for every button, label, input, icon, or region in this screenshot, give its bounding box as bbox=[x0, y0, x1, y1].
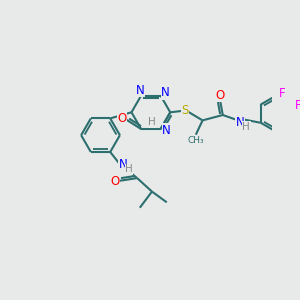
Text: F: F bbox=[295, 99, 300, 112]
Text: H: H bbox=[148, 117, 156, 128]
Text: N: N bbox=[118, 158, 127, 171]
Text: CH₃: CH₃ bbox=[188, 136, 204, 145]
Text: H: H bbox=[242, 122, 250, 132]
Text: N: N bbox=[162, 124, 171, 137]
Text: N: N bbox=[236, 116, 244, 129]
Text: O: O bbox=[110, 175, 119, 188]
Text: N: N bbox=[136, 84, 145, 97]
Text: N: N bbox=[161, 86, 170, 99]
Text: S: S bbox=[182, 104, 189, 117]
Text: H: H bbox=[125, 164, 133, 174]
Text: O: O bbox=[117, 112, 126, 125]
Text: O: O bbox=[215, 89, 225, 102]
Text: F: F bbox=[279, 88, 286, 100]
